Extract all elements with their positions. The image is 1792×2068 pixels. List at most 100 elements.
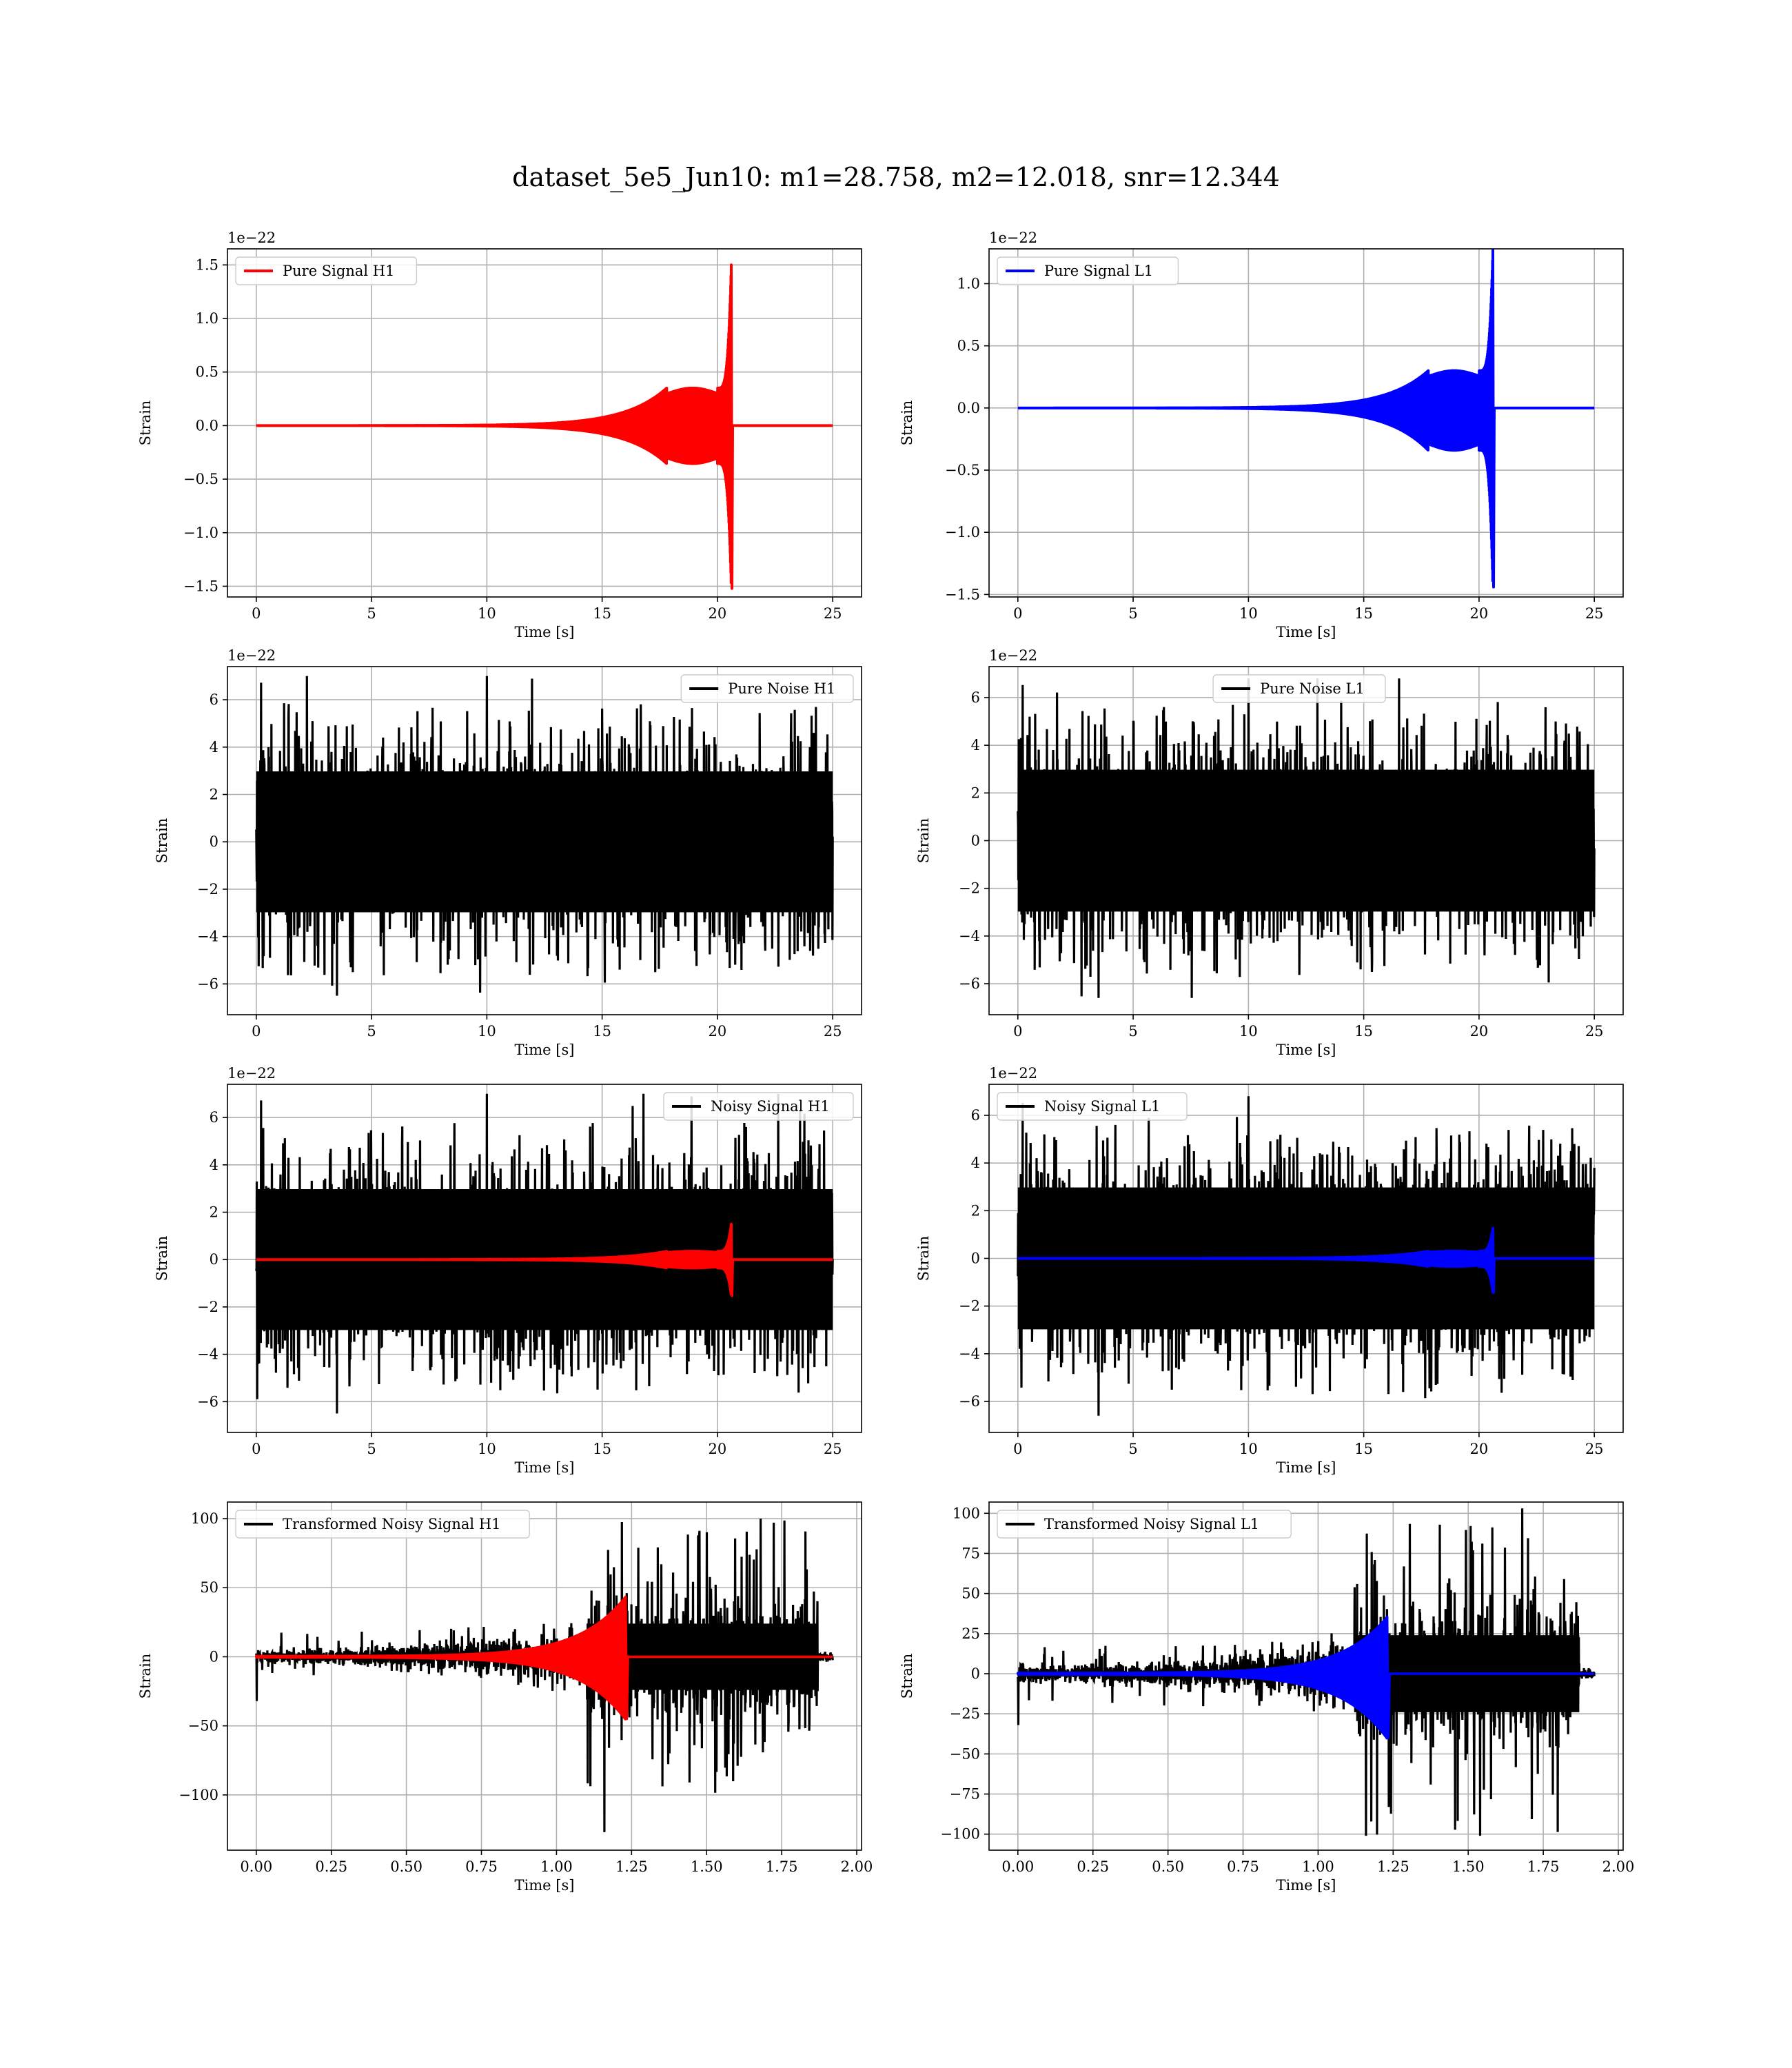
x-tick-label: 0 <box>1013 605 1022 622</box>
figure-title: dataset_5e5_Jun10: m1=28.758, m2=12.018,… <box>512 162 1280 193</box>
legend-pure-signal-h1: Pure Signal H1 <box>235 256 418 285</box>
x-axis-label: Time [s] <box>1276 1877 1336 1894</box>
x-tick-label: 0.25 <box>315 1858 347 1875</box>
y-tick-label: −2 <box>959 1298 980 1315</box>
x-tick-label: 20 <box>1470 1441 1489 1457</box>
x-tick-label: 20 <box>709 1441 727 1457</box>
y-offset-label: 1e−22 <box>989 1065 1037 1082</box>
legend-transformed-noisy-signal-l1: Transformed Noisy Signal L1 <box>997 1510 1292 1539</box>
y-axis-label: Strain <box>137 1654 154 1699</box>
x-tick-label: 0 <box>1013 1441 1022 1457</box>
x-axis-label: Time [s] <box>1276 1042 1336 1058</box>
x-axis-label: Time [s] <box>515 624 575 640</box>
axes-frame <box>988 248 1624 598</box>
x-tick-label: 25 <box>1585 605 1604 622</box>
legend-box <box>997 1092 1188 1121</box>
y-tick-label: −4 <box>197 929 218 945</box>
plot-area <box>1017 1096 1596 1416</box>
y-offset-label: 1e−22 <box>989 647 1037 664</box>
x-tick-label: 10 <box>478 1441 496 1457</box>
y-tick-label: −2 <box>197 881 218 898</box>
x-tick-label: 5 <box>367 605 376 622</box>
x-tick-label: 0.00 <box>240 1858 272 1875</box>
x-tick-label: 20 <box>709 1023 727 1040</box>
y-tick-label: 0 <box>971 1250 980 1267</box>
y-tick-label: 2 <box>210 1204 218 1221</box>
x-tick-label: 15 <box>593 605 611 622</box>
y-tick-label: 0.0 <box>196 417 218 434</box>
x-tick-label: 1.50 <box>691 1858 723 1875</box>
plot-area <box>1017 249 1595 589</box>
y-axis-label: Strain <box>154 1236 170 1281</box>
x-tick-label: 2.00 <box>841 1858 873 1875</box>
y-tick-label: 100 <box>953 1505 980 1521</box>
y-tick-label: −1.5 <box>183 578 218 594</box>
x-axis-label: Time [s] <box>1276 1459 1336 1476</box>
plot-area <box>255 676 834 996</box>
legend-noisy-signal-l1: Noisy Signal L1 <box>997 1092 1188 1121</box>
x-tick-label: 10 <box>478 1023 496 1040</box>
noise-band-pure-noise-h1 <box>256 771 833 913</box>
y-tick-label: 50 <box>200 1579 218 1596</box>
axes-frame <box>227 666 862 1015</box>
y-tick-label: 6 <box>971 689 980 706</box>
x-tick-label: 5 <box>367 1441 376 1457</box>
y-axis-label: Strain <box>915 1236 932 1281</box>
legend-label: Noisy Signal H1 <box>711 1098 830 1115</box>
y-tick-label: 4 <box>210 739 218 756</box>
panel-pure-noise-h1: 0 5 10 15 20 25 −6 −4 −2 0 2 4 6 1e−22 Time [s] Strain P… <box>154 647 862 1058</box>
x-tick-label: 5 <box>367 1023 376 1040</box>
x-axis-label: Time [s] <box>1276 624 1336 640</box>
x-tick-label: 0.50 <box>390 1858 422 1875</box>
panel-noisy-signal-l1: 0 5 10 15 20 25 −6 −4 −2 0 2 4 6 1e−22 Time [s] Strain N… <box>915 1065 1624 1476</box>
y-tick-label: 2 <box>971 784 980 801</box>
legend-label: Transformed Noisy Signal L1 <box>1044 1516 1259 1532</box>
x-tick-label: 0.50 <box>1152 1858 1184 1875</box>
y-tick-label: 50 <box>961 1585 980 1602</box>
legend-box <box>235 1510 530 1539</box>
y-tick-label: 0.5 <box>957 338 980 354</box>
legend-label: Pure Noise H1 <box>728 680 835 697</box>
plot-area <box>255 1093 834 1414</box>
y-tick-label: 100 <box>191 1510 218 1527</box>
y-axis-label: Strain <box>915 818 932 864</box>
y-tick-label: 0 <box>210 1648 218 1665</box>
y-tick-label: −75 <box>950 1786 980 1803</box>
x-tick-label: 5 <box>1128 605 1137 622</box>
y-tick-label: 0 <box>210 833 218 850</box>
x-tick-label: 0.25 <box>1077 1858 1109 1875</box>
y-offset-label: 1e−22 <box>227 647 276 664</box>
x-tick-label: 0 <box>1013 1023 1022 1040</box>
y-tick-label: 0 <box>971 1665 980 1682</box>
y-offset-label: 1e−22 <box>989 230 1037 246</box>
x-tick-label: 10 <box>1239 605 1258 622</box>
legend-label: Pure Signal H1 <box>283 263 394 279</box>
x-tick-label: 25 <box>1585 1023 1604 1040</box>
panels: 0 5 10 15 20 25−1.5−1.0−0.50.00.51.01.51e−22T… <box>137 230 1634 1894</box>
series-line-transformed-noisy-signal-l1-1 <box>1017 1615 1595 1740</box>
x-tick-label: 10 <box>1239 1441 1258 1457</box>
legend-label: Pure Noise L1 <box>1260 680 1365 697</box>
legend-box <box>680 674 854 703</box>
legend-transformed-noisy-signal-h1: Transformed Noisy Signal H1 <box>235 1510 530 1539</box>
y-offset-label: 1e−22 <box>227 1065 276 1082</box>
y-tick-label: −1.0 <box>183 525 218 541</box>
legend-label: Pure Signal L1 <box>1044 263 1153 279</box>
y-tick-label: 0 <box>210 1251 218 1268</box>
x-tick-label: 25 <box>824 1023 842 1040</box>
x-tick-label: 20 <box>1470 1023 1489 1040</box>
x-tick-label: 15 <box>1354 605 1373 622</box>
x-tick-label: 1.75 <box>1527 1858 1560 1875</box>
y-tick-label: 1.0 <box>957 276 980 292</box>
x-tick-label: 0.75 <box>465 1858 498 1875</box>
x-tick-label: 10 <box>1239 1023 1258 1040</box>
y-tick-label: −1.0 <box>945 524 980 540</box>
y-tick-label: 0.5 <box>196 364 218 381</box>
x-tick-label: 2.00 <box>1602 1858 1635 1875</box>
legend-box <box>235 256 418 285</box>
series-line-pure-signal-l1-0 <box>1017 249 1595 589</box>
legend-box <box>1212 674 1386 703</box>
x-tick-label: 1.25 <box>615 1858 648 1875</box>
y-tick-label: −2 <box>959 880 980 897</box>
axes-frame <box>227 1501 862 1851</box>
